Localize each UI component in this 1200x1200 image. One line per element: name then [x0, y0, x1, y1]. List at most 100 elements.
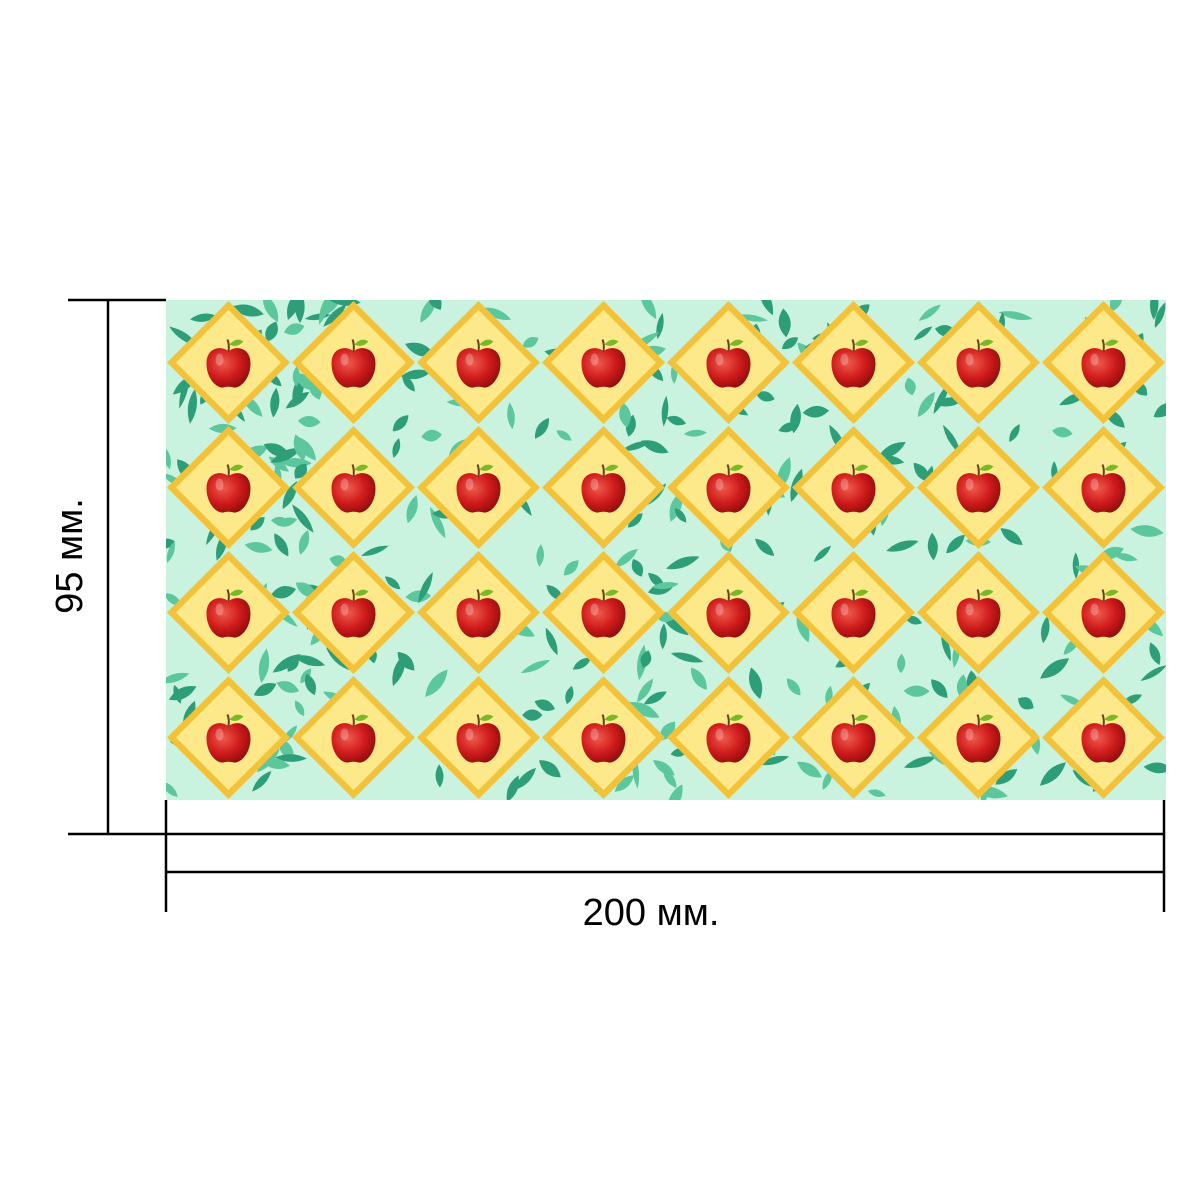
apple-stem [351, 339, 355, 352]
apple-body [1081, 723, 1126, 763]
apple-icon [581, 464, 626, 513]
width-label: 200 мм. [583, 892, 720, 934]
leaf-icon [421, 429, 442, 442]
apple-diamond [1042, 301, 1165, 424]
apple-body [706, 473, 751, 513]
apple-body [581, 598, 626, 638]
leaf-icon [651, 582, 680, 590]
tile-pattern [166, 300, 1166, 800]
leaf-icon [995, 769, 1018, 785]
leaf-icon [1040, 616, 1050, 644]
apple-diamond [292, 676, 415, 799]
apple-diamond [542, 676, 665, 799]
apple-body [206, 473, 251, 513]
apple-leaf [229, 464, 244, 471]
leaf-icon [545, 627, 558, 656]
apple-stem [1101, 589, 1105, 602]
apple-leaf [729, 589, 744, 596]
leaf-icon [166, 541, 175, 563]
apple-diamond [417, 426, 540, 549]
apple-leaf [729, 464, 744, 471]
apple-stem [226, 464, 230, 477]
apple-leaf [479, 464, 494, 471]
leaf-icon [287, 300, 300, 320]
apple-diamond [542, 551, 665, 674]
leaf-icon [628, 701, 660, 718]
apple-diamond [917, 301, 1040, 424]
leaf-icon [294, 300, 305, 324]
leaf-icon [661, 395, 669, 427]
leaf-icon [272, 654, 301, 673]
apple-highlight [340, 478, 349, 491]
apple-stem [226, 339, 230, 352]
leaf-icon [244, 542, 273, 553]
leaf-icon [749, 667, 763, 700]
apple-highlight [715, 728, 724, 741]
apple-icon [1081, 589, 1126, 638]
apple-icon [1081, 464, 1126, 513]
leaf-icon [565, 685, 574, 705]
leaf-icon [435, 764, 444, 788]
apple-stem [351, 464, 355, 477]
apple-icon [331, 714, 376, 763]
apple-diamond [667, 676, 790, 799]
apple-stem [851, 464, 855, 477]
apple-body [456, 723, 501, 763]
leaf-icon [637, 678, 654, 703]
leaf-icon [252, 770, 272, 792]
leaf-icon [187, 388, 198, 424]
apple-icon [1081, 714, 1126, 763]
leaf-icon [276, 681, 300, 693]
apple-icon [956, 589, 1001, 638]
apple-icon [331, 464, 376, 513]
apple-highlight [715, 353, 724, 366]
apple-highlight [840, 728, 849, 741]
apple-body [206, 723, 251, 763]
leaf-icon [917, 391, 935, 418]
leaf-icon [667, 784, 683, 800]
apple-stem [1101, 714, 1105, 727]
leaf-icon [173, 684, 182, 704]
apple-leaf [604, 464, 619, 471]
apple-icon [831, 589, 876, 638]
apple-stem [851, 339, 855, 352]
leaf-icon [522, 336, 539, 348]
apple-stem [351, 589, 355, 602]
leaf-icon [1040, 658, 1070, 679]
apple-icon [456, 714, 501, 763]
apple-icon [581, 589, 626, 638]
apple-body [581, 473, 626, 513]
leaf-icon [506, 775, 519, 800]
apple-leaf [604, 339, 619, 346]
apple-icon [831, 714, 876, 763]
apple-diamond [542, 301, 665, 424]
leaf-icon [274, 533, 289, 557]
apple-diamond-grid [167, 301, 1165, 799]
apple-diamond [417, 676, 540, 799]
leaf-icon [556, 430, 572, 441]
apple-highlight [215, 478, 224, 491]
apple-body [1081, 598, 1126, 638]
leaf-icon [659, 623, 667, 650]
leaf-icon [640, 440, 669, 454]
apple-highlight [1090, 353, 1099, 366]
apple-icon [206, 714, 251, 763]
apple-leaf [1104, 589, 1119, 596]
apple-diamond [792, 426, 915, 549]
apple-leaf [354, 464, 369, 471]
apple-leaf [229, 589, 244, 596]
apple-stem [976, 589, 980, 602]
apple-highlight [590, 353, 599, 366]
leaf-icon [418, 571, 433, 604]
apple-highlight [965, 603, 974, 616]
apple-icon [581, 714, 626, 763]
leaf-icon [384, 576, 401, 590]
leaf-icon [270, 516, 290, 526]
apple-highlight [840, 478, 849, 491]
leaf-icon [270, 387, 280, 418]
apple-body [331, 348, 376, 388]
apple-diamond [917, 676, 1040, 799]
leaf-icon [534, 417, 550, 439]
apple-leaf [604, 714, 619, 721]
leaf-icon [913, 326, 933, 341]
